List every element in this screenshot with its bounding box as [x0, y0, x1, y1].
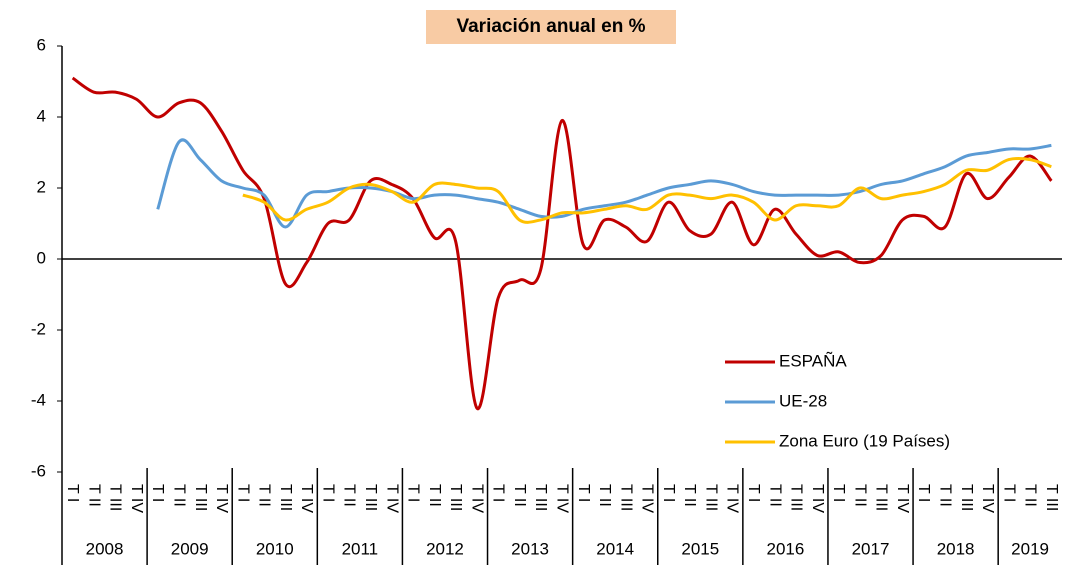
x-tick-label: T II [85, 484, 102, 507]
x-group-label: 2016 [766, 539, 804, 558]
legend-label: ESPAÑA [779, 351, 847, 370]
x-tick-label: T I [234, 484, 251, 502]
x-tick-label: T II [341, 484, 358, 507]
x-tick-label: T II [511, 484, 528, 507]
chart-title: Variación anual en % [456, 16, 645, 37]
x-tick-label: T IV [894, 484, 911, 513]
x-tick-label: T II [1022, 484, 1039, 507]
x-group-label: 2019 [1011, 539, 1049, 558]
x-tick-label: T IV [724, 484, 741, 513]
x-tick-label: T I [405, 484, 422, 502]
x-tick-label: T IV [468, 484, 485, 513]
x-tick-label: T I [64, 484, 81, 502]
y-tick-label: 6 [37, 35, 46, 54]
x-tick-label: T III [617, 484, 634, 511]
y-tick-label: -4 [31, 390, 46, 409]
x-tick-label: T II [681, 484, 698, 507]
x-tick-label: T III [192, 484, 209, 511]
x-group-label: 2018 [937, 539, 975, 558]
x-tick-label: T II [936, 484, 953, 507]
x-group-label: 2008 [86, 539, 124, 558]
x-tick-label: T II [596, 484, 613, 507]
x-tick-label: T III [107, 484, 124, 511]
x-group-label: 2017 [852, 539, 890, 558]
x-group-label: 2011 [342, 539, 379, 558]
x-group-label: 2010 [256, 539, 294, 558]
series-line [242, 156, 1052, 224]
x-tick-label: T I [490, 484, 507, 502]
y-tick-label: 0 [37, 248, 46, 267]
series-line [71, 76, 1053, 410]
x-tick-label: T IV [128, 484, 145, 513]
x-group-label: 2013 [511, 539, 549, 558]
legend-label: Zona Euro (19 Países) [779, 431, 950, 450]
x-tick-label: T II [256, 484, 273, 507]
series-line [156, 138, 1052, 229]
x-tick-label: T IV [554, 484, 571, 513]
x-tick-label: T I [149, 484, 166, 502]
x-tick-label: T II [426, 484, 443, 507]
x-tick-label: T IV [639, 484, 656, 513]
x-tick-label: T II [171, 484, 188, 507]
y-tick-label: -6 [31, 461, 46, 480]
x-tick-label: T III [958, 484, 975, 511]
x-tick-label: T IV [298, 484, 315, 513]
x-tick-label: T IV [213, 484, 230, 513]
x-tick-label: T III [1043, 484, 1060, 511]
x-tick-label: T IV [809, 484, 826, 513]
x-tick-label: T I [1000, 484, 1017, 502]
x-group-label: 2009 [171, 539, 209, 558]
y-tick-label: 2 [37, 177, 46, 196]
x-tick-label: T III [702, 484, 719, 511]
x-group-label: 2012 [426, 539, 464, 558]
title-background [426, 10, 676, 44]
x-tick-label: T I [745, 484, 762, 502]
x-tick-label: T III [873, 484, 890, 511]
x-tick-label: T I [660, 484, 677, 502]
x-tick-label: T II [851, 484, 868, 507]
x-tick-label: T I [575, 484, 592, 502]
y-tick-label: 4 [37, 106, 46, 125]
x-tick-label: T IV [979, 484, 996, 513]
x-tick-label: T III [362, 484, 379, 511]
y-tick-label: -2 [31, 319, 46, 338]
legend-label: UE-28 [779, 391, 827, 410]
x-tick-label: T IV [383, 484, 400, 513]
x-group-label: 2014 [596, 539, 634, 558]
x-tick-label: T I [830, 484, 847, 502]
x-group-label: 2015 [681, 539, 719, 558]
x-tick-label: T III [532, 484, 549, 511]
x-tick-label: T III [277, 484, 294, 511]
x-tick-label: T II [766, 484, 783, 507]
x-tick-label: T III [788, 484, 805, 511]
x-tick-label: T I [319, 484, 336, 502]
x-tick-label: T III [447, 484, 464, 511]
x-tick-label: T I [915, 484, 932, 502]
